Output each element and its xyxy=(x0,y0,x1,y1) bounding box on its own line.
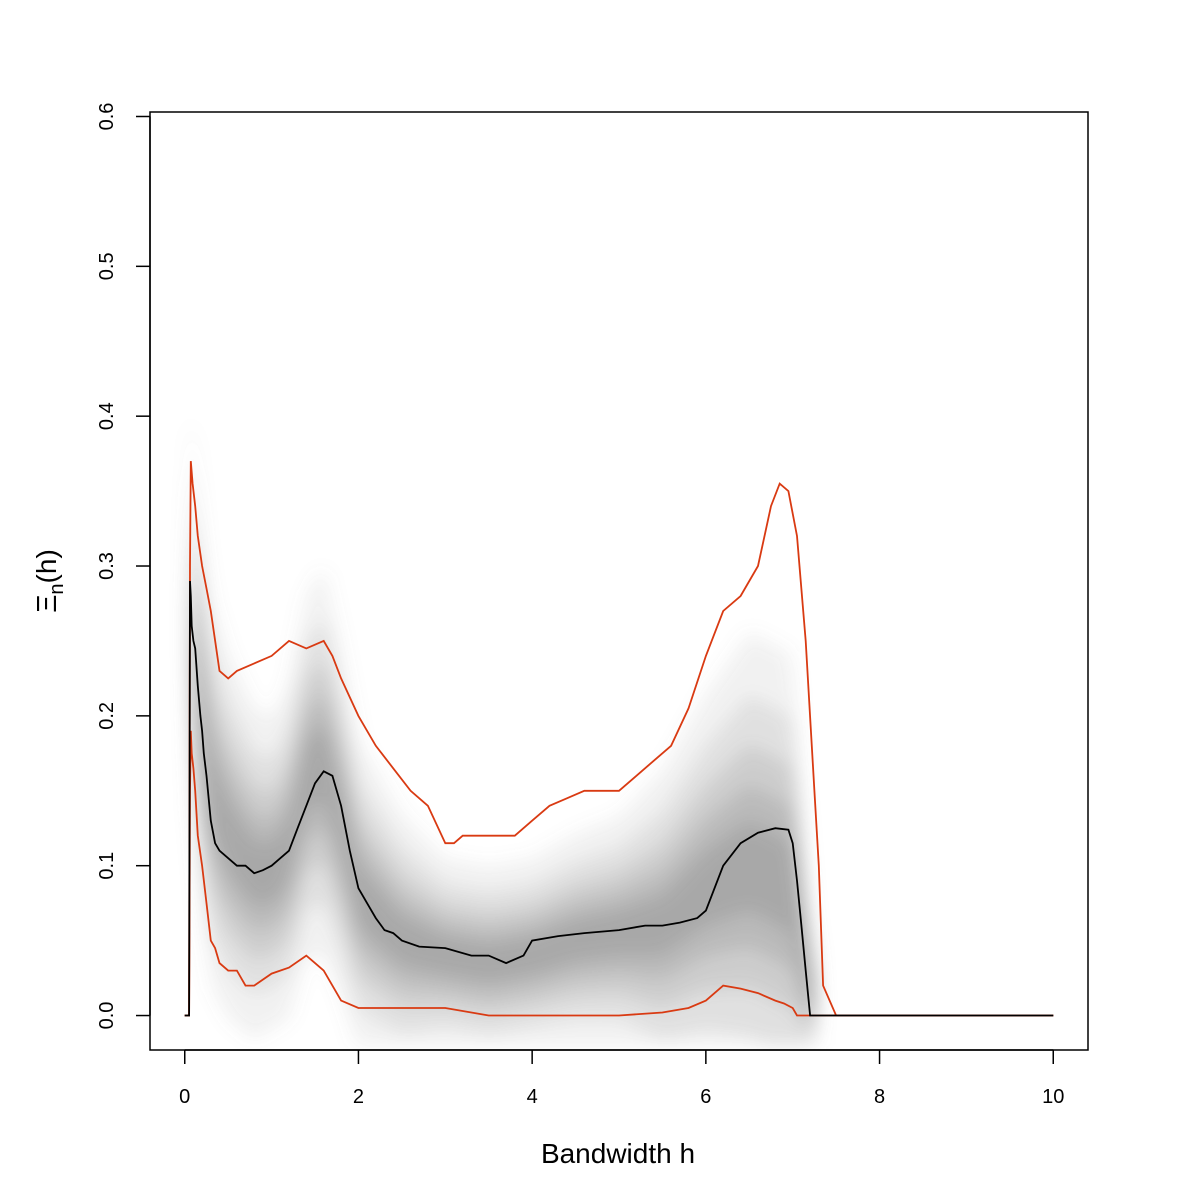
y-axis-title-sub: n xyxy=(46,583,68,594)
y-axis-title-tail: (h) xyxy=(31,549,62,583)
y-axis-title: Ξn(h) xyxy=(31,549,68,613)
x-tick-label: 2 xyxy=(353,1086,364,1108)
y-tick-label: 0.5 xyxy=(96,252,118,280)
density-bands xyxy=(190,416,817,1046)
y-tick-label: 0.1 xyxy=(96,852,118,880)
x-axis: 0 2 4 6 8 10 xyxy=(179,1049,1064,1108)
x-tick-label: 6 xyxy=(700,1086,711,1108)
y-tick-label: 0.4 xyxy=(96,402,118,430)
x-tick-label: 4 xyxy=(527,1086,538,1108)
series-line-lower xyxy=(184,730,1054,1017)
y-axis-title-main: Ξ xyxy=(31,595,62,613)
density-band-5 xyxy=(190,573,817,1016)
y-tick-label: 0.2 xyxy=(96,702,118,730)
x-tick-label: 8 xyxy=(874,1086,885,1108)
y-tick-label: 0.0 xyxy=(96,1002,118,1030)
series-line-median xyxy=(184,580,1054,1017)
density-shading xyxy=(190,416,817,1046)
series-line-upper xyxy=(184,461,1054,1017)
series-lines xyxy=(184,461,1054,1017)
x-tick-label: 10 xyxy=(1042,1086,1064,1108)
y-tick-label: 0.6 xyxy=(96,103,118,131)
x-axis-title: Bandwidth h xyxy=(541,1138,695,1169)
y-axis: 0.0 0.1 0.2 0.3 0.4 0.5 0.6 xyxy=(96,103,151,1030)
y-tick-label: 0.3 xyxy=(96,552,118,580)
x-tick-label: 0 xyxy=(179,1086,190,1108)
